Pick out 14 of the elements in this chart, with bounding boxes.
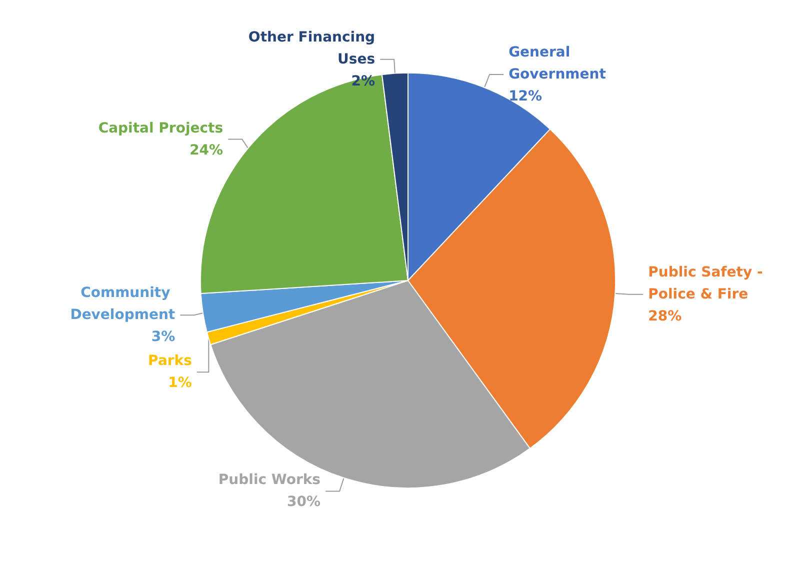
slice-label: General Government (508, 44, 606, 82)
data-label: 24% (190, 142, 224, 158)
slice-label: Capital Projects (98, 120, 224, 136)
slice-label: Public Works (218, 472, 321, 488)
data-label: 3% (151, 329, 176, 346)
data-label: 28% (648, 308, 682, 324)
slice-label: Public Safety - Police & Fire (648, 264, 768, 302)
data-label: 2% (351, 73, 376, 90)
slice-label: Other Financing Uses (248, 29, 376, 68)
data-label: 12% (508, 88, 542, 104)
slice-label: Parks (148, 353, 192, 370)
slice-label: Community Development (70, 285, 176, 324)
data-label: 1% (168, 375, 192, 392)
data-label: 30% (287, 494, 321, 510)
